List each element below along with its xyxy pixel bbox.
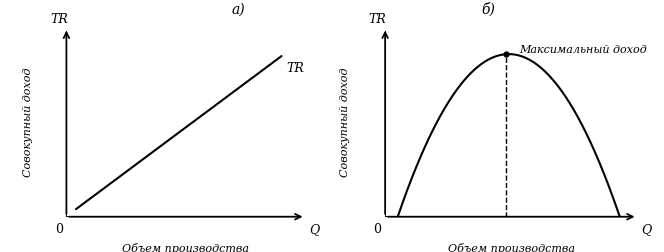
Text: Совокупный доход: Совокупный доход: [340, 68, 350, 177]
Text: TR: TR: [50, 13, 68, 26]
Text: а): а): [232, 2, 245, 16]
Text: Q: Q: [641, 223, 651, 236]
Text: 0: 0: [374, 223, 382, 236]
Text: Q: Q: [309, 223, 319, 236]
Text: 0: 0: [55, 223, 63, 236]
Text: Максимальный доход: Максимальный доход: [519, 45, 647, 55]
Text: TR: TR: [369, 13, 386, 26]
Text: TR: TR: [286, 62, 304, 75]
Text: б): б): [481, 2, 495, 16]
Text: Объем производства: Объем производства: [122, 243, 250, 252]
Text: Объем производства: Объем производства: [448, 243, 575, 252]
Text: Совокупный доход: Совокупный доход: [23, 68, 33, 177]
